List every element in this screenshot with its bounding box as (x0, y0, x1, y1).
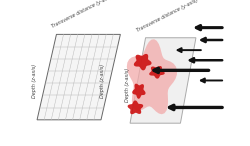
PathPatch shape (149, 66, 165, 79)
PathPatch shape (134, 54, 152, 70)
Text: Depth (z-axis): Depth (z-axis) (125, 68, 130, 102)
PathPatch shape (128, 100, 143, 114)
Text: Depth (z-axis): Depth (z-axis) (100, 64, 105, 98)
Polygon shape (130, 38, 196, 123)
Text: Depth (z-axis): Depth (z-axis) (32, 64, 37, 98)
Text: Transverse distance (y-axis): Transverse distance (y-axis) (51, 0, 114, 29)
PathPatch shape (132, 84, 145, 99)
Polygon shape (37, 34, 120, 120)
Text: Transverse distance (y-axis): Transverse distance (y-axis) (135, 0, 198, 33)
PathPatch shape (127, 39, 177, 114)
